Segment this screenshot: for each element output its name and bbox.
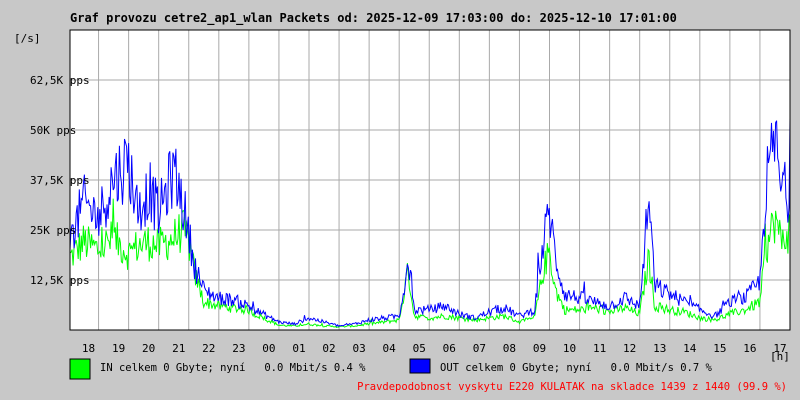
x-tick-label: 04	[383, 342, 397, 355]
legend-in-text: IN celkem 0 Gbyte; nyní 0.0 Mbit/s 0.4 %	[100, 362, 366, 374]
x-tick-label: 13	[653, 342, 666, 355]
footer-note: Pravdepodobnost vyskytu E220 KULATAK na …	[357, 381, 787, 393]
y-tick-label: 62,5K pps	[30, 74, 90, 87]
x-tick-label: 15	[713, 342, 726, 355]
x-tick-label: 21	[172, 342, 185, 355]
x-tick-label: 16	[743, 342, 756, 355]
y-tick-label: 25K pps	[30, 224, 76, 237]
x-tick-label: 14	[683, 342, 697, 355]
x-tick-label: 19	[112, 342, 125, 355]
series-layer	[69, 118, 791, 328]
chart-title: Graf provozu cetre2_ap1_wlan Packets od:…	[70, 11, 677, 26]
y-axis-label: [/s]	[14, 32, 41, 45]
plot-border	[69, 29, 791, 331]
x-tick-label: 09	[533, 342, 546, 355]
x-tick-label: 01	[292, 342, 305, 355]
legend-out-swatch	[409, 358, 431, 374]
x-tick-label: 03	[352, 342, 365, 355]
x-tick-label: 07	[473, 342, 486, 355]
grid	[70, 30, 791, 330]
x-tick-label: 20	[142, 342, 155, 355]
y-tick-label: 50K pps	[30, 124, 76, 137]
x-tick-label: 02	[322, 342, 335, 355]
x-tick-label: 05	[413, 342, 426, 355]
y-tick-label: 37,5K pps	[30, 174, 90, 187]
x-tick-label: 08	[503, 342, 516, 355]
tick-labels: 12,5K pps 25K pps 37,5K pps 50K pps 62,5K pp…	[30, 74, 787, 355]
series-line-out	[69, 118, 791, 328]
y-tick-label: 12,5K pps	[30, 274, 90, 287]
x-tick-label: 11	[593, 342, 606, 355]
x-tick-label: 17	[773, 342, 786, 355]
x-tick-label: 12	[623, 342, 636, 355]
x-tick-label: 18	[82, 342, 95, 355]
x-tick-label: 22	[202, 342, 215, 355]
x-tick-label: 06	[443, 342, 456, 355]
x-tick-label: 10	[563, 342, 576, 355]
x-tick-label: 00	[262, 342, 275, 355]
x-tick-label: 23	[232, 342, 245, 355]
legend-in-swatch	[69, 358, 91, 380]
legend-out-text: OUT celkem 0 Gbyte; nyní 0.0 Mbit/s 0.7 …	[440, 362, 713, 374]
x-axis-label: [h]	[770, 350, 790, 363]
